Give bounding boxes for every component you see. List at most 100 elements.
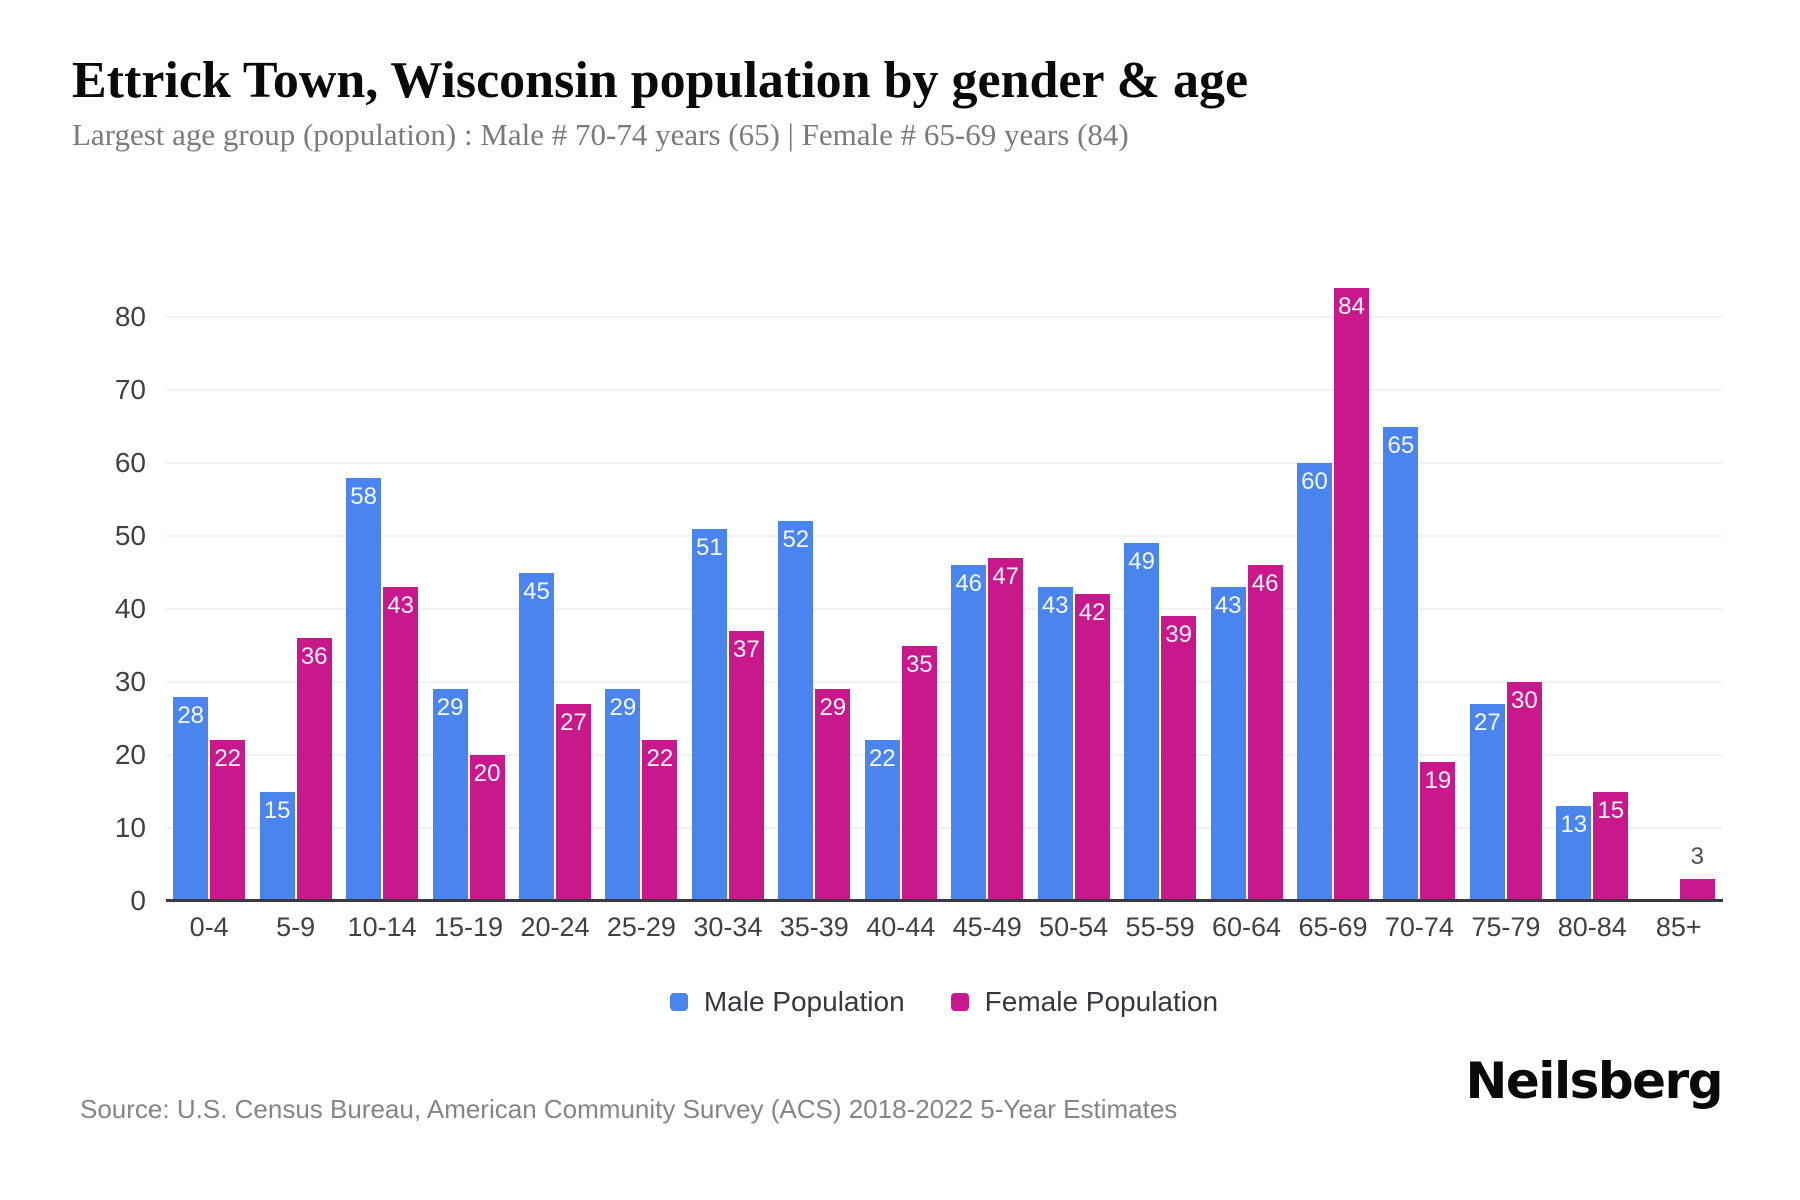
y-tick-label: 20 — [114, 739, 146, 770]
bar-value-label: 46 — [955, 570, 983, 598]
bar-value-label: 28 — [177, 701, 205, 729]
x-tick-label: 35-39 — [779, 912, 849, 942]
x-tick-label: 75-79 — [1471, 912, 1541, 942]
bar-value-label: 39 — [1165, 621, 1192, 649]
y-tick-label: 30 — [114, 666, 146, 697]
x-tick-label: 15-19 — [433, 912, 504, 942]
bar-value-label: 37 — [733, 635, 760, 663]
x-tick-label: 70-74 — [1384, 912, 1454, 942]
legend-label: Male Population — [703, 986, 905, 1017]
bar-value-label: 45 — [523, 577, 550, 605]
y-tick-label: 40 — [114, 593, 146, 624]
female-bar: 36 — [296, 638, 332, 901]
male-bar: 27 — [1469, 703, 1505, 901]
female-bar: 35 — [901, 645, 937, 901]
bar-value-label: 52 — [782, 526, 810, 554]
female-bar: 3 — [1679, 843, 1715, 901]
female-bar: 42 — [1074, 594, 1110, 901]
gridline — [166, 535, 1722, 537]
x-tick-label: 65-69 — [1298, 912, 1368, 942]
male-bar: 58 — [346, 477, 382, 901]
gridline — [166, 462, 1722, 464]
male-bar: 22 — [864, 740, 900, 901]
bar-value-label: 3 — [1690, 843, 1704, 871]
legend-swatch — [950, 993, 969, 1011]
bar-value-label: 36 — [300, 643, 328, 671]
bar-value-label: 49 — [1128, 548, 1155, 576]
bar-value-label: 27 — [560, 708, 587, 736]
x-tick-label: 5-9 — [276, 912, 316, 942]
bar-value-label: 29 — [819, 694, 847, 722]
bar-value-label: 22 — [214, 745, 242, 773]
bar-value-label: 84 — [1338, 292, 1365, 320]
female-bar: 22 — [210, 740, 246, 901]
bar-value-label: 65 — [1387, 431, 1415, 459]
gridline — [166, 754, 1722, 756]
bar-value-label: 35 — [905, 650, 933, 678]
x-axis-line — [166, 899, 1723, 902]
x-tick-label: 25-29 — [606, 912, 676, 942]
bar-value-label: 27 — [1474, 708, 1501, 736]
bar-value-label: 15 — [263, 796, 291, 824]
male-bar: 60 — [1297, 463, 1332, 901]
y-tick-label: 0 — [130, 885, 146, 916]
male-bar: 52 — [778, 521, 814, 901]
bar-value-label: 58 — [350, 482, 377, 510]
female-bar: 39 — [1161, 616, 1197, 901]
gridline — [166, 681, 1722, 683]
female-bar: 37 — [728, 630, 764, 901]
bar-value-label: 43 — [387, 592, 414, 620]
y-tick-label: 60 — [114, 447, 146, 478]
male-bar: 43 — [1037, 587, 1073, 901]
x-tick-label: 55-59 — [1125, 912, 1195, 942]
legend-swatch — [669, 993, 688, 1011]
female-bar: 84 — [1334, 287, 1369, 901]
bar-value-label: 42 — [1078, 599, 1106, 627]
female-bar: 47 — [988, 557, 1024, 901]
male-bar: 65 — [1383, 426, 1419, 901]
bar-value-label: 43 — [1214, 592, 1242, 620]
bar-value-label: 30 — [1511, 687, 1538, 714]
bar-value-label: 15 — [1597, 796, 1625, 824]
bar-value-label: 22 — [868, 745, 896, 773]
bar-value-label: 29 — [436, 694, 464, 722]
x-tick-label: 85+ — [1655, 912, 1702, 942]
female-bar: 22 — [642, 740, 678, 901]
gridline — [166, 389, 1722, 391]
male-bar: 45 — [519, 572, 554, 901]
male-bar: 29 — [432, 689, 468, 901]
female-bar: 43 — [383, 587, 419, 901]
gridline — [166, 316, 1722, 318]
x-tick-label: 80-84 — [1557, 912, 1627, 942]
male-bar: 15 — [259, 791, 295, 901]
male-bar: 13 — [1556, 806, 1592, 901]
y-tick-label: 70 — [114, 374, 146, 405]
chart-subtitle: Largest age group (population) : Male # … — [72, 117, 1129, 152]
bar-value-label: 20 — [473, 760, 501, 787]
source-note: Source: U.S. Census Bureau, American Com… — [80, 1094, 1178, 1124]
female-bar: 27 — [556, 703, 591, 901]
legend: Male Population Female Population — [166, 986, 1722, 1018]
bar-value-label: 19 — [1424, 767, 1452, 795]
female-bar: 19 — [1420, 762, 1456, 901]
x-tick-label: 30-34 — [693, 912, 763, 942]
bar-value-label: 29 — [609, 694, 637, 722]
female-bar: 30 — [1506, 682, 1542, 901]
male-bar: 28 — [173, 696, 209, 901]
bar-value-label: 51 — [696, 533, 723, 561]
female-bar: 20 — [469, 755, 505, 901]
female-bar: 15 — [1593, 791, 1629, 901]
bar-value-label: 60 — [1301, 468, 1328, 495]
male-bar: 43 — [1210, 587, 1246, 901]
y-tick-label: 10 — [114, 812, 146, 843]
bar-value-label: 47 — [992, 562, 1020, 590]
gridline — [166, 827, 1722, 829]
male-bar: 46 — [951, 565, 987, 901]
male-bar: 49 — [1124, 543, 1160, 901]
y-tick-label: 80 — [114, 301, 146, 332]
plot-area: 28 22 15 36 58 43 29 20 45 27 29 22 51 37 52 29 22 35 46 47… — [166, 260, 1722, 901]
x-tick-label: 20-24 — [520, 912, 590, 942]
bar-value-label: 46 — [1251, 570, 1279, 598]
legend-label: Female Population — [984, 986, 1219, 1017]
